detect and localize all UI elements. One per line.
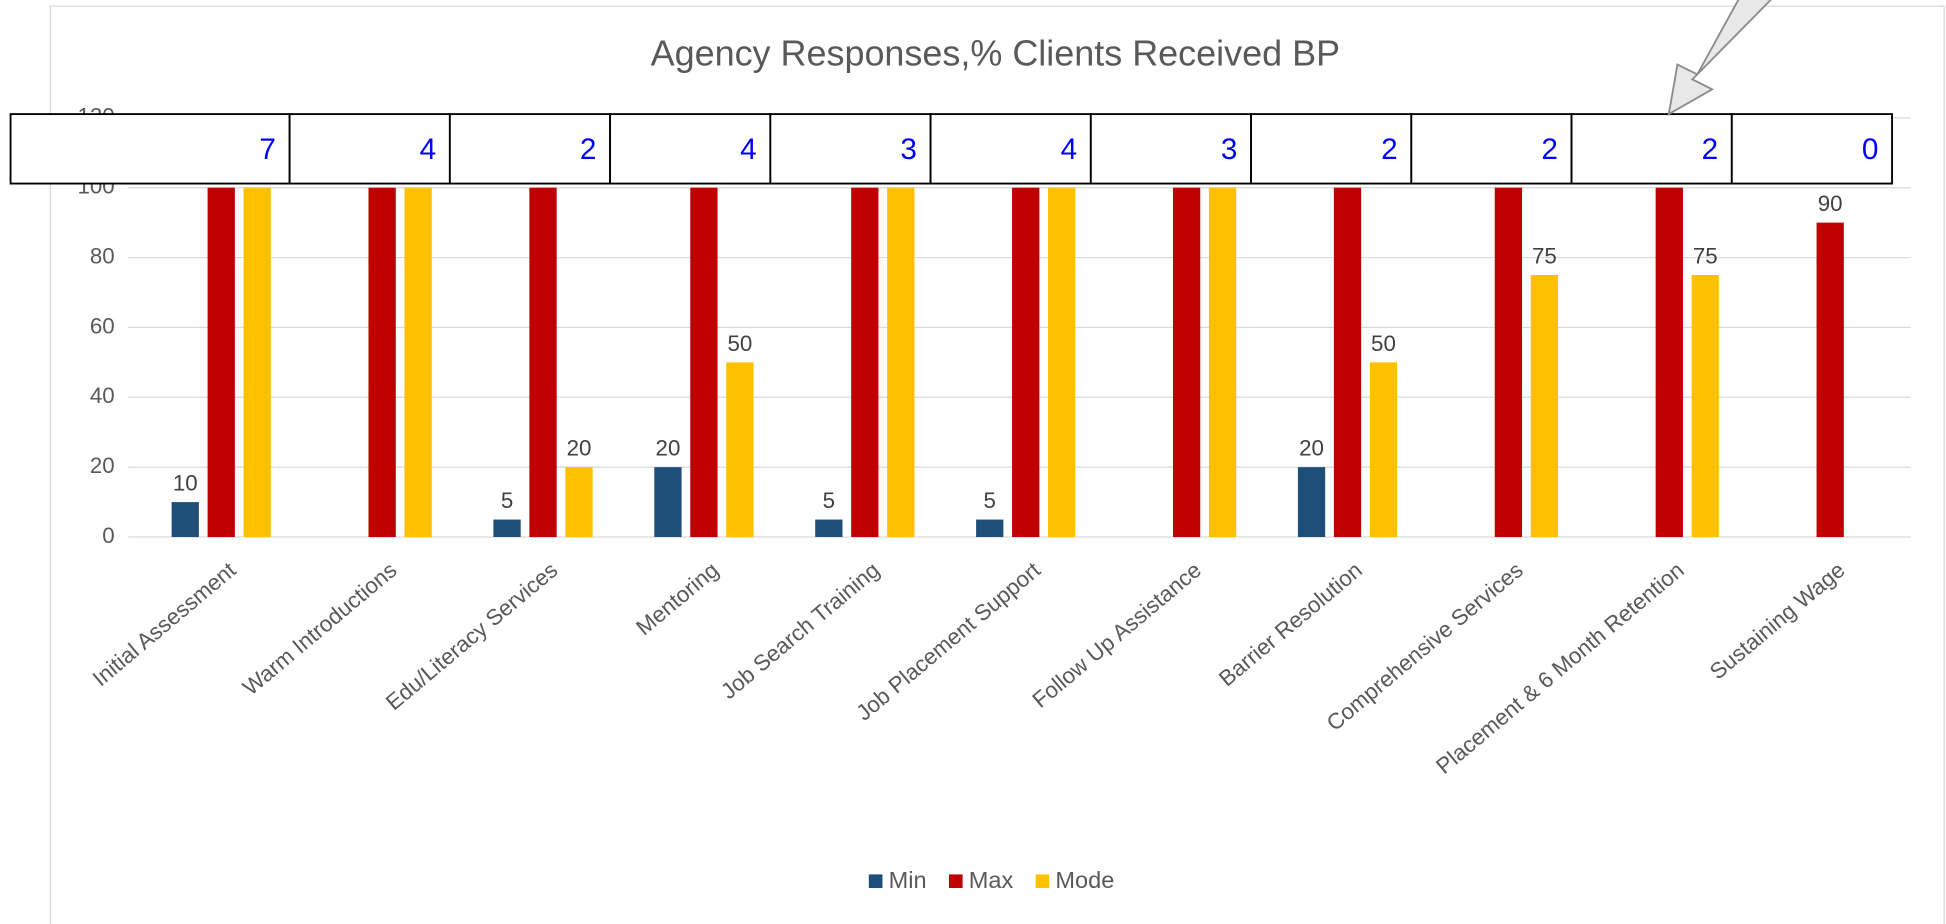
- bar: [1208, 187, 1237, 538]
- count-value: 0: [1862, 133, 1879, 166]
- bar: [815, 519, 843, 538]
- table-cell: [769, 113, 932, 185]
- data-label: 10: [173, 471, 198, 496]
- bar: [1369, 362, 1398, 538]
- y-tick-label: 40: [90, 383, 115, 408]
- count-value: 2: [580, 133, 597, 166]
- bar: [207, 187, 235, 538]
- table-cell: [1250, 113, 1413, 185]
- bar: [1012, 187, 1040, 538]
- data-label: 75: [1532, 244, 1557, 269]
- bar: [565, 467, 593, 538]
- bar: [654, 467, 682, 538]
- bar: [1333, 187, 1362, 538]
- count-value: 2: [1702, 133, 1719, 166]
- table-cell: [1410, 113, 1573, 185]
- data-label: 5: [984, 488, 996, 513]
- legend-label: Max: [969, 867, 1014, 893]
- bar: [1655, 187, 1683, 538]
- arrow: [1667, 0, 1772, 116]
- table-cell: [609, 113, 772, 185]
- bar: [368, 187, 396, 538]
- count-value: 2: [1541, 133, 1558, 166]
- count-value: 4: [1061, 133, 1078, 166]
- bar: [1691, 275, 1719, 538]
- count-value: 4: [740, 133, 757, 166]
- count-value: 4: [420, 133, 437, 166]
- data-label: 20: [1299, 436, 1324, 461]
- data-label: 5: [823, 488, 835, 513]
- legend-swatch: [1035, 874, 1050, 889]
- data-label: 50: [727, 331, 752, 356]
- bar: [493, 519, 521, 538]
- bar: [1172, 187, 1201, 538]
- data-label: 20: [567, 436, 592, 461]
- table-cell: [1089, 113, 1252, 185]
- y-tick-label: 60: [90, 313, 115, 338]
- data-label: 20: [656, 436, 681, 461]
- count-value: 3: [1221, 133, 1238, 166]
- chart-title: Agency Responses,% Clients Received BP: [651, 32, 1340, 73]
- table-cell: [9, 113, 291, 185]
- legend-swatch: [868, 874, 883, 889]
- data-label: 5: [501, 488, 513, 513]
- bar: [976, 519, 1004, 538]
- legend-label: Min: [889, 867, 927, 893]
- bar: [1297, 467, 1326, 538]
- bar: [1048, 187, 1076, 538]
- bar: [690, 187, 718, 538]
- count-table: 7 4 2 4 3 4 3 2 2 2 0: [9, 113, 1893, 185]
- bar: [1530, 275, 1559, 538]
- table-cell: [929, 113, 1092, 185]
- y-tick-label: 0: [102, 523, 114, 548]
- y-tick-label: 20: [90, 453, 115, 478]
- bar: [1816, 222, 1844, 538]
- data-label: 90: [1818, 191, 1843, 216]
- bar: [851, 187, 879, 538]
- table-cell: [448, 113, 612, 185]
- legend-label: Mode: [1055, 867, 1114, 893]
- data-label: 75: [1693, 244, 1718, 269]
- y-tick-label: 80: [90, 243, 115, 268]
- data-label: 50: [1371, 331, 1396, 356]
- bar: [404, 187, 432, 538]
- bar: [529, 187, 557, 538]
- legend-swatch: [948, 874, 963, 889]
- bar: [1494, 187, 1523, 538]
- count-value: 7: [259, 133, 276, 166]
- bar: [726, 362, 754, 538]
- bar: [243, 187, 271, 538]
- bar: [887, 187, 915, 538]
- count-value: 2: [1381, 133, 1398, 166]
- table-cell: [1730, 113, 1893, 185]
- bar: [171, 502, 199, 538]
- table-cell: [288, 113, 451, 185]
- count-value: 3: [900, 133, 917, 166]
